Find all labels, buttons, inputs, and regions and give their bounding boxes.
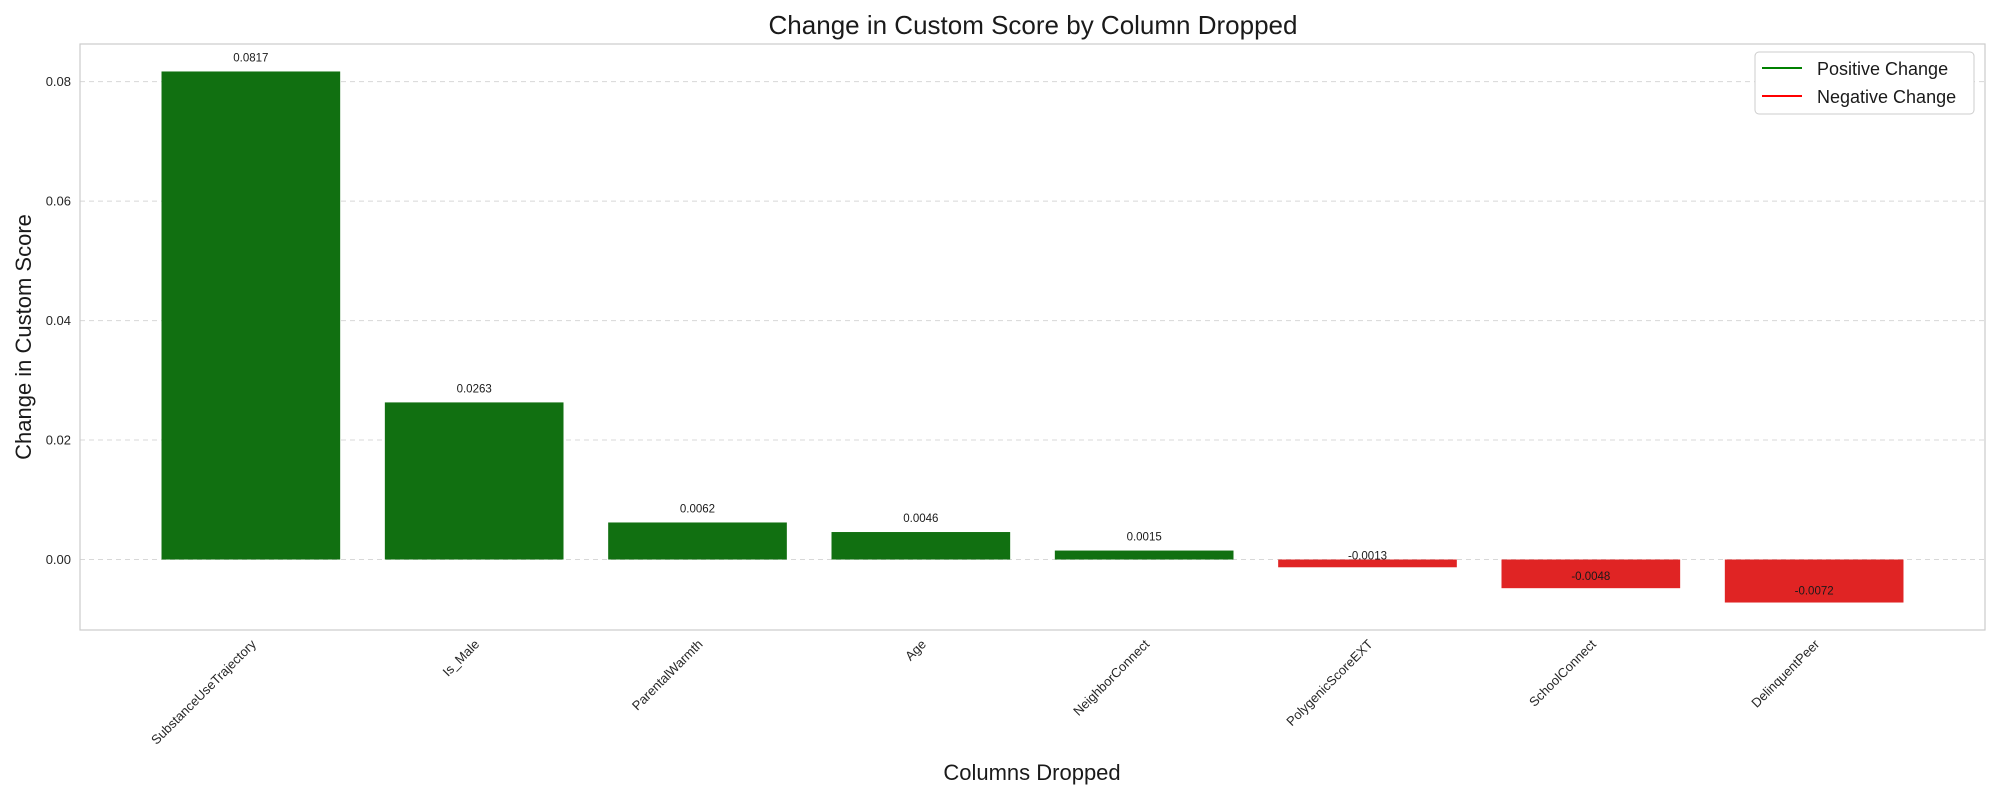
- legend: Positive Change Negative Change: [1754, 51, 1975, 115]
- x-tick-label: NeighborConnect: [1070, 636, 1152, 718]
- legend-negative-label: Negative Change: [1817, 87, 1956, 107]
- y-tick-label: 0.00: [46, 552, 71, 567]
- plot-frame: [79, 43, 1986, 631]
- bar-value-labels: 0.0817 0.0263 0.0062 0.0046 0.0015 -0.0013 -0.…: [233, 52, 1833, 597]
- x-axis-label: Columns Dropped: [943, 760, 1120, 785]
- bar-value-label: 0.0263: [457, 383, 492, 395]
- bar: [1054, 550, 1234, 560]
- bar-value-label: -0.0072: [1795, 586, 1834, 598]
- bar: [1501, 559, 1681, 589]
- x-tick-label: SchoolConnect: [1526, 636, 1599, 709]
- bar: [831, 532, 1011, 560]
- y-axis-ticks: 0.00 0.02 0.04 0.06 0.08: [46, 74, 71, 567]
- bar-value-label: 0.0015: [1127, 532, 1162, 544]
- legend-box: [1754, 51, 1975, 115]
- bar-value-label: -0.0013: [1348, 550, 1387, 562]
- bar-value-label: 0.0046: [903, 513, 938, 525]
- x-tick-label: SubstanceUseTrajectory: [148, 636, 259, 747]
- y-tick-label: 0.04: [46, 313, 71, 328]
- y-axis-label: Change in Custom Score: [11, 214, 36, 460]
- y-tick-label: 0.02: [46, 433, 71, 448]
- bar: [161, 71, 341, 560]
- chart-title: Change in Custom Score by Column Dropped: [769, 10, 1298, 40]
- x-tick-label: Is_Male: [439, 637, 482, 680]
- y-tick-label: 0.08: [46, 74, 71, 89]
- bar: [608, 522, 787, 560]
- bar-value-label: -0.0048: [1571, 571, 1610, 583]
- x-tick-label: PolygenicScoreEXT: [1283, 636, 1375, 728]
- x-tick-label: ParentalWarmth: [629, 637, 706, 714]
- bar: [1278, 559, 1457, 568]
- legend-positive-label: Positive Change: [1817, 59, 1948, 79]
- y-gridlines: [80, 81, 1985, 561]
- bar-value-label: 0.0817: [233, 52, 268, 64]
- bar: [1724, 559, 1904, 603]
- x-tick-label: DelinquentPeer: [1748, 636, 1822, 710]
- bars: [161, 71, 1904, 603]
- x-axis-ticks: SubstanceUseTrajectory Is_Male ParentalWar…: [148, 636, 1823, 747]
- y-tick-label: 0.06: [46, 194, 71, 209]
- bar-value-label: 0.0062: [680, 503, 715, 515]
- bar: [384, 402, 564, 560]
- x-tick-label: Age: [902, 637, 929, 664]
